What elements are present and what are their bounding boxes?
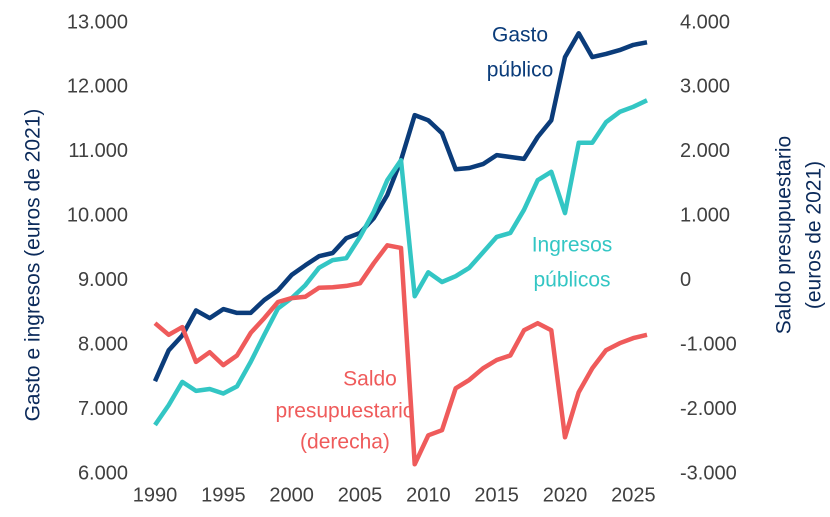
y2-tick-label: 2.000 [680,140,730,162]
y-tick-label: 7.000 [78,398,128,420]
y-tick-label: 10.000 [67,205,128,227]
y2-tick-label: -1.000 [680,333,737,355]
y2-tick-label: 3.000 [680,76,730,98]
series-annotation: presupuestario [276,400,415,423]
series-line [153,98,648,427]
y-tick-label: 12.000 [67,76,128,98]
x-tick-label: 1990 [133,484,178,506]
y2-tick-label: -2.000 [680,398,737,420]
x-tick-label: 2015 [474,484,519,506]
series-annotation: (derecha) [300,431,390,454]
y2-axis-title: Saldo presupuestario [773,136,796,334]
x-tick-label: 1995 [201,484,246,506]
y-tick-label: 13.000 [67,11,128,33]
series-line [152,31,648,383]
x-tick-label: 2000 [269,484,314,506]
x-tick-label: 2025 [611,484,656,506]
series-line [153,243,648,467]
y2-tick-label: 1.000 [680,205,730,227]
y2-tick-label: 4.000 [680,11,730,33]
series-annotation: Saldo [343,368,397,391]
y-tick-label: 8.000 [78,333,128,355]
y-tick-label: 9.000 [78,269,128,291]
y-axis-title: Gasto e ingresos (euros de 2021) [22,109,45,422]
x-tick-label: 2010 [406,484,451,506]
x-tick-label: 2005 [338,484,383,506]
x-tick-label: 2020 [543,484,588,506]
series-annotation: Ingresos [532,234,613,257]
y2-axis-title: (euros de 2021) [803,161,826,309]
y-tick-label: 6.000 [78,462,128,484]
y-tick-label: 11.000 [68,140,128,162]
series-annotation: Gasto [492,24,548,47]
series-annotation: públicos [533,269,610,292]
y2-tick-label: -3.000 [680,462,737,484]
y2-tick-label: 0 [680,269,691,291]
series-annotation: público [487,59,554,82]
